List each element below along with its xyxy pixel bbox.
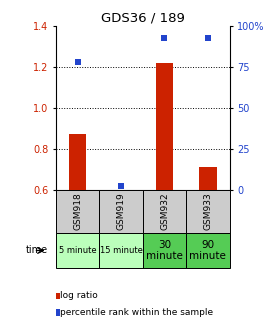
Text: GSM918: GSM918: [73, 192, 82, 230]
Point: [162, 35, 167, 40]
Text: GSM919: GSM919: [116, 192, 126, 230]
Text: log ratio: log ratio: [60, 291, 98, 301]
Text: percentile rank within the sample: percentile rank within the sample: [60, 308, 214, 317]
Point: [206, 35, 210, 40]
Title: GDS36 / 189: GDS36 / 189: [101, 12, 185, 25]
Bar: [156, 63, 173, 190]
Point: [75, 60, 80, 65]
Point: [119, 184, 123, 189]
Text: 90
minute: 90 minute: [190, 240, 226, 261]
Text: 5 minute: 5 minute: [59, 246, 97, 255]
Bar: [199, 167, 216, 190]
Bar: [69, 134, 86, 190]
Text: 30
minute: 30 minute: [146, 240, 183, 261]
Text: GSM932: GSM932: [160, 192, 169, 230]
Text: GSM933: GSM933: [203, 192, 213, 230]
Text: 15 minute: 15 minute: [100, 246, 143, 255]
Text: time: time: [25, 246, 48, 255]
